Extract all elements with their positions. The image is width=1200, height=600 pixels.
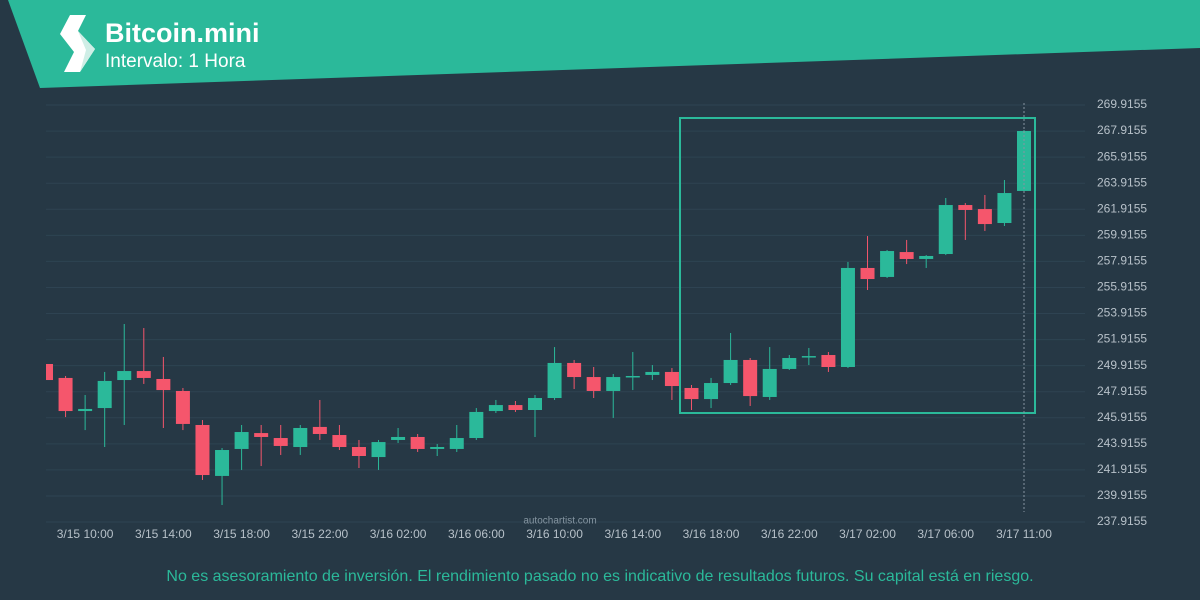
y-tick-label: 263.9155 <box>1097 175 1147 189</box>
candle-body <box>684 387 699 400</box>
candle-body <box>469 411 484 439</box>
candle-body <box>215 450 230 476</box>
x-tick-label: 3/16 14:00 <box>604 527 661 541</box>
candle-body <box>58 377 73 412</box>
y-tick-label: 239.9155 <box>1097 488 1147 502</box>
candle-body <box>782 358 797 369</box>
candle-body <box>175 390 190 424</box>
x-tick-label: 3/16 06:00 <box>448 527 505 541</box>
candle-body <box>293 427 308 448</box>
candle-body <box>234 432 249 449</box>
disclaimer: No es asesoramiento de inversión. El ren… <box>166 568 1033 585</box>
chart-title: Bitcoin.mini <box>105 18 260 48</box>
candle-body <box>528 398 542 411</box>
y-tick-label: 259.9155 <box>1097 227 1147 241</box>
y-tick-label: 269.9155 <box>1097 97 1147 111</box>
candle-body <box>762 368 777 397</box>
candle-body <box>547 362 562 399</box>
plot-area <box>46 129 1031 506</box>
y-tick-label: 247.9155 <box>1097 384 1147 398</box>
candle-body <box>195 424 210 476</box>
candle-body <box>117 371 132 381</box>
y-tick-label: 237.9155 <box>1097 514 1147 528</box>
logo <box>60 15 95 72</box>
candle-body <box>938 205 953 255</box>
pattern-box <box>679 117 1036 414</box>
y-tick-label: 241.9155 <box>1097 462 1147 476</box>
candle-body <box>78 408 93 412</box>
candle-body <box>801 356 816 358</box>
candle-body <box>606 377 621 391</box>
x-tick-label: 3/15 14:00 <box>135 527 192 541</box>
candle-body <box>254 433 269 437</box>
grid <box>46 104 1085 523</box>
x-tick-label: 3/17 11:00 <box>996 527 1052 541</box>
x-tick-label: 3/16 18:00 <box>683 527 740 541</box>
x-tick-label: 3/15 18:00 <box>213 527 270 541</box>
candle-body <box>351 447 366 457</box>
x-tick-label: 3/16 02:00 <box>370 527 427 541</box>
candle-body <box>312 426 327 434</box>
candle-body <box>899 252 914 259</box>
candle-body <box>391 436 406 440</box>
x-tick-label: 3/15 10:00 <box>57 527 114 541</box>
candle-body <box>46 364 53 381</box>
candle-body <box>156 378 171 391</box>
candle-body <box>97 380 112 409</box>
y-tick-label: 255.9155 <box>1097 280 1147 294</box>
candle-body <box>860 267 875 280</box>
header-band <box>8 0 1200 88</box>
x-tick-label: 3/16 10:00 <box>526 527 583 541</box>
candle-body <box>488 405 503 412</box>
y-tick-label: 251.9155 <box>1097 332 1147 346</box>
candle-body <box>136 371 151 378</box>
y-tick-label: 257.9155 <box>1097 254 1147 268</box>
y-tick-label: 253.9155 <box>1097 306 1147 320</box>
candle-body <box>821 355 836 367</box>
candle-body <box>997 193 1012 224</box>
candle-body <box>508 405 523 411</box>
axes: 237.9155 239.9155 241.9155 243.9155 245.9155… <box>57 97 1148 541</box>
chart-subtitle: Intervalo: 1 Hora <box>105 51 246 72</box>
y-tick-label: 265.9155 <box>1097 149 1147 163</box>
candle-body <box>919 255 934 259</box>
watermark: autochartist.com <box>523 516 596 527</box>
y-tick-label: 267.9155 <box>1097 123 1147 137</box>
candle-body <box>645 371 660 375</box>
candle-body <box>332 435 347 448</box>
candle-body <box>449 438 464 449</box>
y-tick-label: 243.9155 <box>1097 436 1147 450</box>
candle-body <box>410 436 425 449</box>
x-tick-label: 3/17 02:00 <box>839 527 896 541</box>
y-tick-label: 249.9155 <box>1097 358 1147 372</box>
candle-body <box>958 205 973 210</box>
y-tick-label: 245.9155 <box>1097 410 1147 424</box>
candle-body <box>723 359 738 384</box>
candle-body <box>664 371 679 387</box>
candle-body <box>586 377 601 391</box>
candle-body <box>625 375 640 378</box>
candle-body <box>977 209 992 225</box>
candle-body <box>273 438 288 446</box>
x-tick-label: 3/17 06:00 <box>917 527 974 541</box>
x-tick-label: 3/16 22:00 <box>761 527 818 541</box>
candle-body <box>880 251 895 277</box>
y-tick-label: 261.9155 <box>1097 201 1147 215</box>
candle-body <box>743 359 758 397</box>
x-tick-label: 3/15 22:00 <box>291 527 348 541</box>
candle-body <box>430 447 445 449</box>
candle-body <box>840 267 855 367</box>
candle-body <box>704 383 719 400</box>
candle-body <box>371 442 386 458</box>
candle-body <box>567 362 582 378</box>
